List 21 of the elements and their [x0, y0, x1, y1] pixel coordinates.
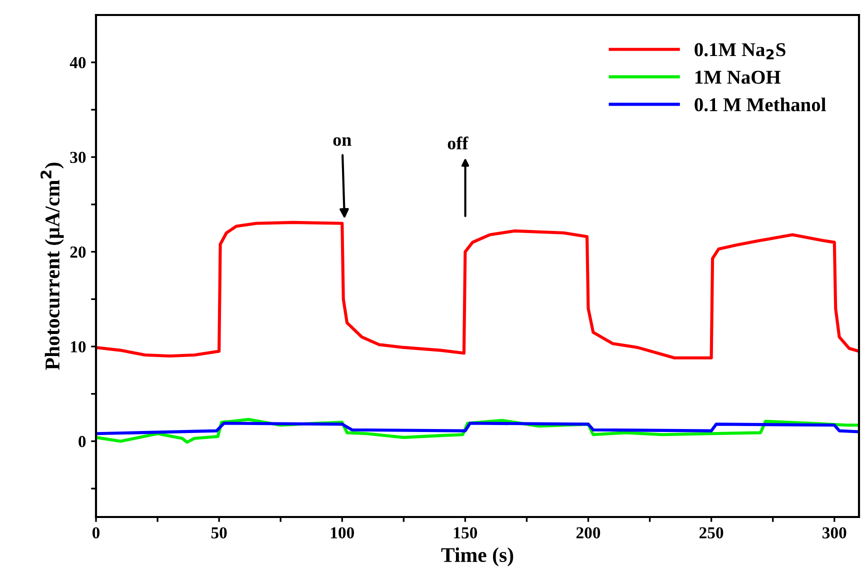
x-tick-label: 300 [822, 527, 846, 538]
line-series [96, 220, 859, 360]
annotation: off [448, 136, 468, 150]
legend-label: 1M NaOH [695, 70, 781, 84]
y-tick-label: 20 [70, 246, 86, 258]
x-axis-title: Time (s) [441, 547, 514, 566]
x-tick-label: 200 [576, 527, 600, 538]
x-tick-label: 150 [454, 527, 478, 538]
y-tick-label: 0 [78, 436, 86, 448]
y-tick-label: 40 [70, 57, 86, 68]
y-tick-label: 10 [70, 341, 86, 352]
annotation: on [333, 137, 352, 146]
y-axis-title: Photocurrent (μA/cm$^{2}$) [40, 162, 64, 370]
legend-label: 0.1M Na$_{2}$S [694, 43, 786, 60]
x-tick-label: 100 [330, 527, 354, 538]
legend-label: 0.1 M Methanol [694, 98, 826, 112]
x-tick-label: 250 [700, 527, 724, 538]
x-tick-label: 0 [92, 527, 100, 538]
y-tick-label: 30 [70, 152, 86, 164]
line-series [96, 422, 859, 436]
x-tick-label: 50 [211, 527, 227, 538]
